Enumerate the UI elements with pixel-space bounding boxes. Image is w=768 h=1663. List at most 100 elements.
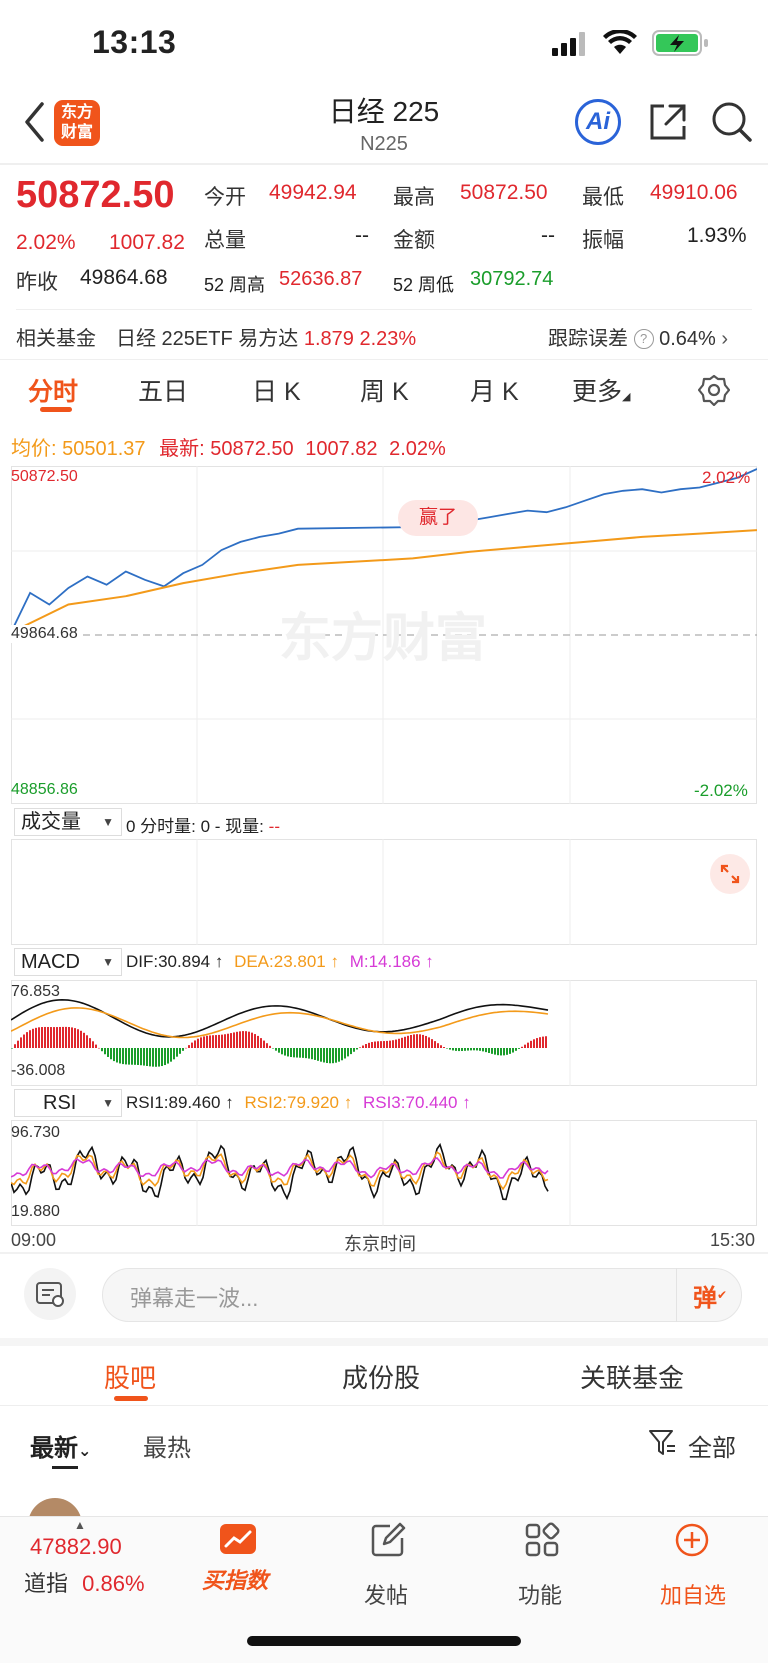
search-icon[interactable] xyxy=(710,100,754,149)
high-value: 50872.50 xyxy=(460,181,548,204)
filter-icon[interactable] xyxy=(648,1428,676,1463)
macd-y-top: 76.853 xyxy=(11,983,60,1000)
tab-related-funds[interactable]: 关联基金 xyxy=(580,1363,685,1393)
macd-bar xyxy=(539,1037,541,1048)
macd-info: DIF:30.894 ↑ DEA:23.801 ↑ M:14.186 ↑ xyxy=(126,952,434,971)
rsi2-line xyxy=(11,1151,549,1191)
intraday-chart[interactable]: 东方财富 xyxy=(11,466,757,804)
post-icon[interactable] xyxy=(370,1522,406,1563)
macd-bar xyxy=(203,1036,205,1048)
macd-bar xyxy=(443,1047,445,1048)
macd-bar xyxy=(140,1048,142,1066)
rsi-selector[interactable]: RSI ▼ xyxy=(14,1089,122,1117)
signal-icon xyxy=(552,32,588,61)
macd-bar xyxy=(413,1034,415,1048)
macd-bar xyxy=(464,1048,466,1051)
tracking-error[interactable]: 跟踪误差 ? 0.64% › xyxy=(548,322,728,351)
add-watchlist-label[interactable]: 加自选 xyxy=(660,1583,727,1608)
macd-bar xyxy=(521,1046,523,1048)
home-indicator xyxy=(247,1636,521,1646)
volume-chart xyxy=(11,839,757,945)
macd-bar xyxy=(110,1048,112,1060)
danmu-send-button[interactable]: 弹 ✔ xyxy=(676,1268,743,1322)
macd-bar xyxy=(242,1031,244,1048)
macd-bar xyxy=(536,1038,538,1048)
filter-all[interactable]: 全部 xyxy=(688,1435,736,1462)
time-start: 09:00 xyxy=(11,1230,57,1250)
danmu-settings-icon[interactable] xyxy=(24,1268,76,1320)
volume-value: -- xyxy=(355,224,369,247)
macd-bar xyxy=(296,1048,298,1058)
buy-index-label[interactable]: 买指数 xyxy=(202,1568,269,1593)
tab-more[interactable]: 更多◢ xyxy=(572,378,631,406)
macd-bar xyxy=(200,1037,202,1048)
tab-guba[interactable]: 股吧 xyxy=(104,1363,157,1393)
tab-day-k[interactable]: 日 K xyxy=(252,378,301,406)
tab-month-k[interactable]: 月 K xyxy=(470,378,519,406)
macd-bar xyxy=(83,1032,85,1048)
expand-icon[interactable] xyxy=(710,854,750,894)
macd-bar xyxy=(44,1026,46,1048)
win-bubble[interactable]: 赢了 xyxy=(398,500,478,536)
macd-bar xyxy=(473,1048,475,1051)
macd-bar xyxy=(239,1031,241,1048)
macd-bar xyxy=(500,1048,502,1056)
back-icon[interactable] xyxy=(22,100,46,149)
macd-bar xyxy=(263,1040,265,1048)
macd-bar xyxy=(173,1048,175,1060)
macd-bar xyxy=(503,1048,505,1056)
time-end: 15:30 xyxy=(710,1230,756,1250)
macd-bar xyxy=(98,1047,100,1049)
macd-bar xyxy=(113,1048,115,1062)
avg-label: 均价: xyxy=(11,438,57,460)
ticker-value[interactable]: 47882.90 xyxy=(30,1534,122,1559)
function-label[interactable]: 功能 xyxy=(518,1583,563,1608)
macd-bar xyxy=(356,1048,358,1050)
macd-bar xyxy=(32,1028,34,1048)
macd-bar xyxy=(359,1047,361,1048)
share-icon[interactable] xyxy=(648,102,688,147)
add-watchlist-icon[interactable] xyxy=(674,1522,710,1563)
macd-bar xyxy=(50,1027,52,1048)
macd-bar xyxy=(416,1034,418,1048)
macd-bar xyxy=(101,1048,103,1052)
dif-line xyxy=(11,998,549,1038)
danmu-input[interactable] xyxy=(102,1268,742,1322)
volume-selector[interactable]: 成交量 ▼ xyxy=(14,808,122,836)
tab-intraday[interactable]: 分时 xyxy=(28,378,79,406)
macd-bar xyxy=(380,1041,382,1048)
tab-constituents[interactable]: 成份股 xyxy=(342,1363,421,1393)
macd-bar xyxy=(29,1030,31,1048)
macd-bar xyxy=(455,1048,457,1051)
macd-bar xyxy=(419,1034,421,1048)
macd-bar xyxy=(254,1034,256,1048)
macd-bar xyxy=(146,1048,148,1066)
macd-bar xyxy=(446,1048,448,1049)
sort-latest[interactable]: 最新⌄ xyxy=(30,1435,92,1462)
amount-value: -- xyxy=(541,224,555,247)
function-icon[interactable] xyxy=(524,1522,560,1563)
gear-icon[interactable] xyxy=(697,374,731,411)
ticker-index[interactable]: 道指 0.86% xyxy=(24,1571,145,1596)
sort-hot[interactable]: 最热 xyxy=(143,1435,191,1462)
macd-bar xyxy=(452,1048,454,1051)
divider xyxy=(0,1338,768,1346)
amplitude-label: 振幅 xyxy=(582,229,624,252)
macd-bar xyxy=(233,1032,235,1048)
ai-button[interactable]: Ai xyxy=(575,99,621,145)
macd-bar xyxy=(434,1041,436,1048)
macd-bar xyxy=(134,1048,136,1065)
post-label[interactable]: 发帖 xyxy=(364,1583,409,1608)
macd-bar xyxy=(185,1047,187,1049)
related-fund[interactable]: 日经 225ETF 易方达 1.879 2.23% xyxy=(116,322,416,351)
macd-bar xyxy=(470,1048,472,1051)
tab-five-day[interactable]: 五日 xyxy=(138,378,189,406)
tab-week-k[interactable]: 周 K xyxy=(360,378,409,406)
macd-selector[interactable]: MACD ▼ xyxy=(14,948,122,976)
buy-index-icon[interactable] xyxy=(218,1522,258,1565)
macd-bar xyxy=(545,1036,547,1048)
macd-bar xyxy=(422,1034,424,1048)
change-value: 1007.82 xyxy=(109,231,185,254)
macd-bar xyxy=(287,1048,289,1057)
macd-bar xyxy=(251,1032,253,1048)
